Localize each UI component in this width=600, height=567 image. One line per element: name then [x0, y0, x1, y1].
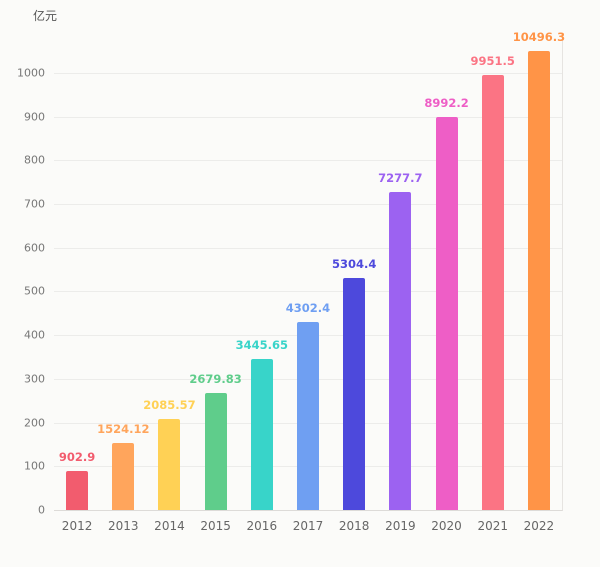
y-tick-label-600: 600: [24, 241, 45, 255]
y-tick-label-700: 700: [24, 197, 45, 211]
bar-2018: [343, 278, 366, 510]
bar-2016: [250, 359, 273, 510]
y-axis-title: 亿元: [33, 9, 58, 23]
bar-value-label-2018: 5304.4: [331, 257, 377, 272]
y-tick-label-100: 100: [24, 459, 45, 473]
x-tick-label-2022: 2022: [523, 519, 555, 533]
gridline-700: [54, 204, 562, 206]
bar-2012: [66, 470, 89, 510]
bar-value-label-2021: 9951.5: [470, 54, 515, 69]
bar-value-label-2015: 2679.83: [189, 371, 242, 386]
y-tick-label-300: 300: [24, 372, 45, 386]
x-tick-label-2015: 2015: [200, 519, 231, 533]
x-tick-label-2021: 2021: [477, 519, 508, 533]
plot-area: 0 100 200 300 400 500 600 700 800 900 1000 902.9 201…: [17, 30, 565, 533]
bar-2022: [527, 51, 550, 510]
x-tick-label-2017: 2017: [292, 519, 324, 533]
y-tick-label-800: 800: [24, 153, 45, 167]
bar-2019: [389, 191, 412, 510]
x-tick-label-2014: 2014: [154, 519, 185, 533]
gridline-600: [54, 247, 562, 249]
bar-2017: [297, 321, 319, 510]
x-tick-label-2018: 2018: [338, 519, 370, 533]
bar-value-label-2020: 8992.2: [424, 96, 469, 111]
y-tick-label-0: 0: [38, 503, 45, 517]
bar-2014: [158, 418, 181, 510]
gridline-500: [54, 291, 562, 293]
bar-value-label-2019: 7277.7: [378, 170, 423, 185]
gridline-900: [54, 116, 562, 118]
bar-2015: [204, 392, 227, 510]
bar-value-label-2022: 10496.3: [512, 30, 566, 45]
bar-value-label-2014: 2085.57: [143, 397, 196, 412]
bar-2020: [435, 117, 458, 510]
bar-2021: [481, 75, 504, 510]
y-tick-label-1000: 1000: [17, 66, 45, 80]
y-tick-label-200: 200: [24, 416, 45, 430]
y-tick-label-900: 900: [24, 110, 45, 124]
x-tick-label-2019: 2019: [385, 519, 416, 533]
bar-value-label-2017: 4302.4: [285, 300, 331, 315]
x-tick-label-2012: 2012: [61, 519, 93, 533]
gridline-1000: [54, 72, 562, 74]
bar-value-label-2013: 1524.12: [97, 422, 150, 437]
x-tick-label-2016: 2016: [246, 519, 278, 533]
gridline-800: [54, 160, 562, 162]
bar-value-label-2012: 902.9: [58, 449, 96, 464]
x-tick-label-2013: 2013: [107, 519, 139, 533]
x-tick-label-2020: 2020: [431, 519, 462, 533]
y-tick-label-500: 500: [24, 284, 45, 298]
bar-value-label-2016: 3445.65: [235, 338, 289, 353]
bar-2013: [112, 443, 135, 510]
y-tick-label-400: 400: [24, 328, 45, 342]
